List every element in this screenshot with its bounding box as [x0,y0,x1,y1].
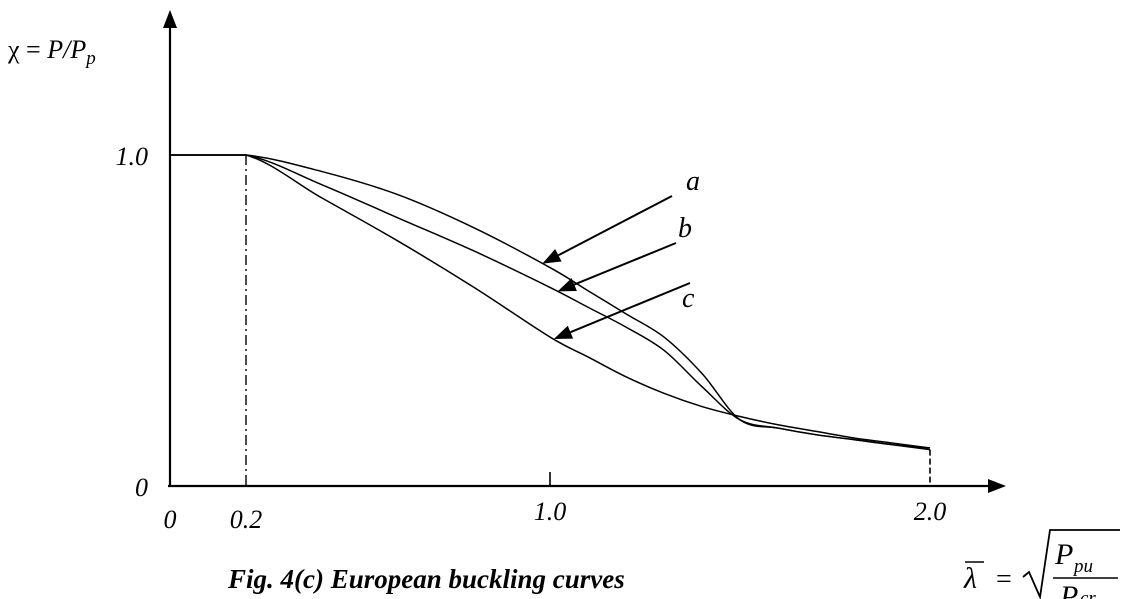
denominator-sub: cr [1080,588,1096,599]
equals-sign: = [996,564,1012,595]
y-tick-label-0: 0 [135,473,148,502]
pointer-line-c [570,282,691,334]
curves [170,154,931,451]
figure-caption: Fig. 4(c) European buckling curves [227,564,625,594]
pointer-line-b [573,242,677,286]
x-axis-label: λ = P pu P cr [963,529,1120,599]
curve-c [170,154,931,449]
numerator-sub: pu [1072,556,1093,577]
y-axis-label: χ = P/Pp [7,35,96,69]
x-tick-label-0: 0 [164,505,177,534]
x-tick-label-1.0: 1.0 [534,497,567,526]
pointer-head-c [553,325,574,340]
pointer-line-a [557,195,673,257]
x-axis-arrowhead [988,479,1006,493]
curve-b [170,154,931,451]
curve-label-a: a [686,166,700,197]
denominator-P: P [1059,580,1078,599]
tick-labels: 0 0.2 1.0 2.0 0 1.0 [116,142,947,534]
numerator-P: P [1054,538,1073,571]
curve-pointers [542,195,691,340]
curve-a [170,154,931,449]
curve-labels: ab c [678,166,700,314]
lambda-symbol: λ [963,562,977,595]
y-tick-label-1.0: 1.0 [116,142,149,171]
axes [163,10,1006,493]
tick-marks [549,449,931,486]
pointer-head-b [557,278,577,292]
curve-label-b: b [678,213,692,244]
y-axis-arrowhead [163,10,177,28]
x-tick-label-2.0: 2.0 [914,497,947,526]
sqrt-sign [1022,529,1120,599]
pointer-head-a [542,249,562,264]
x-tick-label-0.2: 0.2 [230,505,263,534]
curve-label-c: c [682,283,695,314]
